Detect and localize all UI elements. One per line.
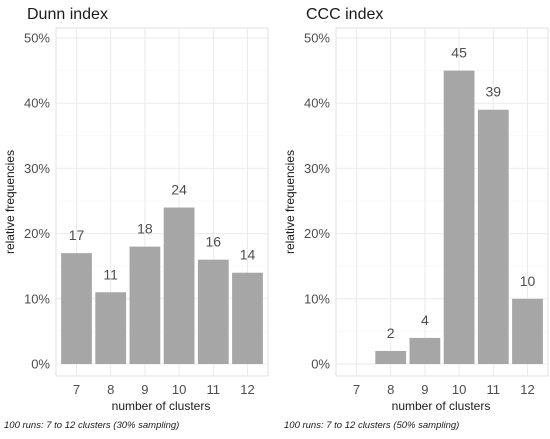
left-xtick-label: 8 [107,382,114,397]
left-bar-label-7: 17 [69,227,85,243]
right-caption: 100 runs: 7 to 12 clusters (50% sampling… [284,420,460,431]
left-bar-label-8: 11 [103,266,118,282]
left-bar-label-9: 18 [137,221,153,237]
right-bar-11 [477,109,509,364]
right-xtick-label: 8 [387,382,394,397]
right-bar-9 [409,337,441,364]
left-ytick-label: 20% [24,226,50,241]
left-xtick-label: 10 [172,382,186,397]
right-ytick-label: 20% [304,226,330,241]
right-xtick-label: 10 [452,382,466,397]
right-ytick-label: 30% [304,161,330,176]
right-bar-label-9: 4 [421,312,429,328]
left-xtick-label: 12 [240,382,254,397]
left-ytick-label: 10% [24,291,50,306]
right-bar-12 [512,298,543,364]
left-xtick-label: 11 [207,382,221,397]
left-bar-11 [197,259,229,364]
right-ytick-label: 0% [311,357,330,372]
right-x-axis-title: number of clusters [392,399,491,413]
left-caption: 100 runs: 7 to 12 clusters (30% sampling… [4,420,180,431]
left-bar-10 [163,207,195,364]
right-bar-label-12: 10 [520,273,536,289]
right-bar-8 [375,350,407,364]
right-y-axis-title: relative frequencies [283,150,297,254]
left-bar-label-10: 24 [171,182,187,198]
right-ytick-label: 50% [304,31,330,46]
right-xtick-label: 7 [353,382,360,397]
left-xtick-label: 7 [73,382,80,397]
left-ytick-label: 50% [24,31,50,46]
right-bar-label-10: 45 [451,45,467,61]
right-xtick-label: 9 [421,382,428,397]
left-bar-label-11: 16 [206,234,222,250]
left-ytick-label: 40% [24,96,50,111]
left-ytick-label: 0% [31,357,50,372]
left-x-axis-title: number of clusters [112,399,211,413]
left-bar-label-12: 14 [240,247,256,263]
left-bar-12 [232,272,263,364]
left-bar-7 [61,253,92,364]
left-ytick-label: 30% [24,161,50,176]
right-xtick-label: 11 [487,382,501,397]
left-xtick-label: 9 [141,382,148,397]
right-bar-label-11: 39 [486,84,502,100]
right-bar-label-8: 2 [387,325,395,341]
right-xtick-label: 12 [520,382,534,397]
right-panel-title: CCC index [306,6,383,23]
right-bar-10 [443,70,475,364]
right-ytick-label: 40% [304,96,330,111]
left-bar-8 [95,292,127,364]
left-panel-title: Dunn index [27,6,108,23]
left-y-axis-title: relative frequencies [3,150,17,254]
left-bar-9 [129,246,161,364]
right-ytick-label: 10% [304,291,330,306]
